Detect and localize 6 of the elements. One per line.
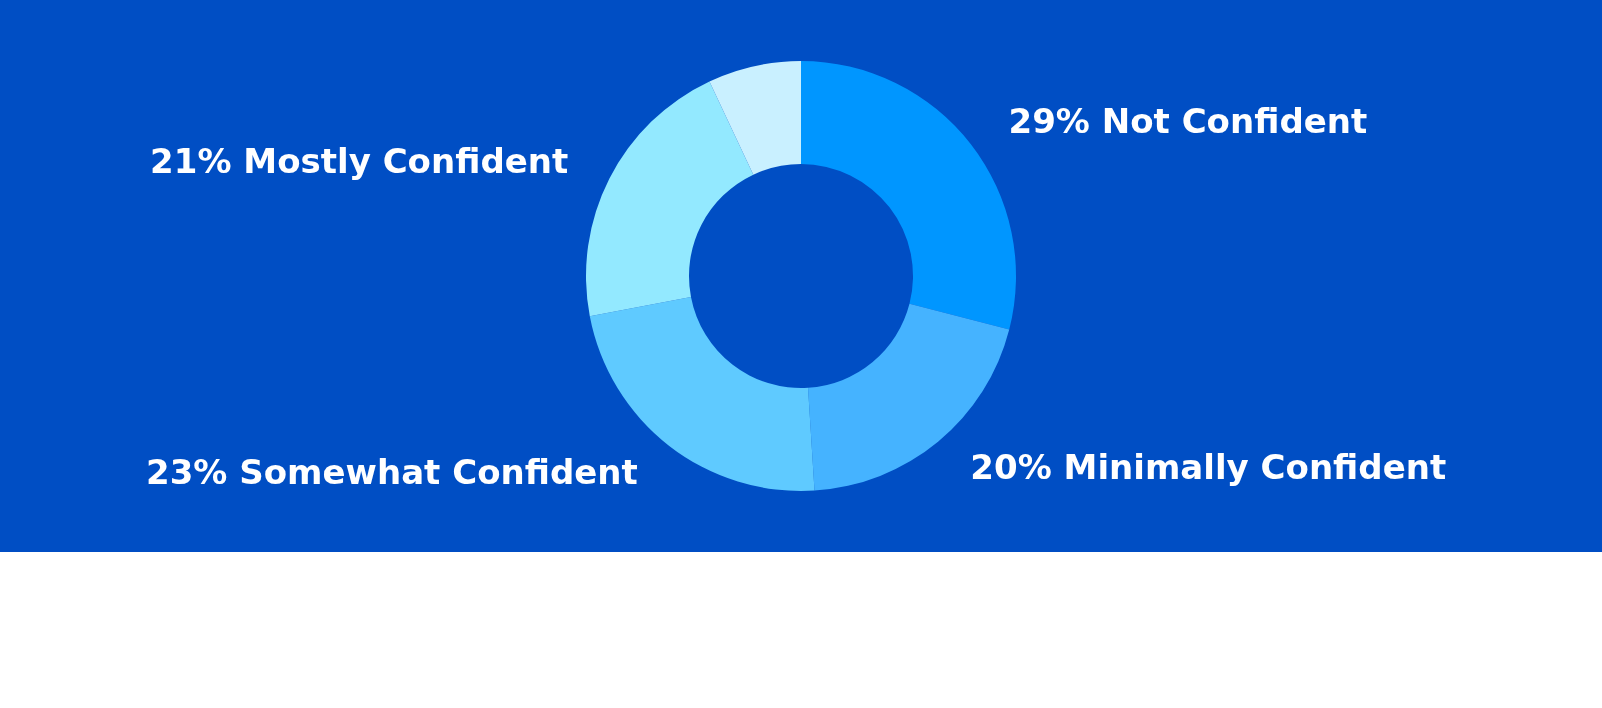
slice-label: 29% Not Confident [1008,100,1368,141]
slice-label: 20% Minimally Confident [970,446,1447,487]
donut-slice [709,61,801,175]
slice-label: 21% Mostly Confident [150,140,569,181]
donut-slice [586,81,754,317]
slice-label: 23% Somewhat Confident [145,451,638,492]
